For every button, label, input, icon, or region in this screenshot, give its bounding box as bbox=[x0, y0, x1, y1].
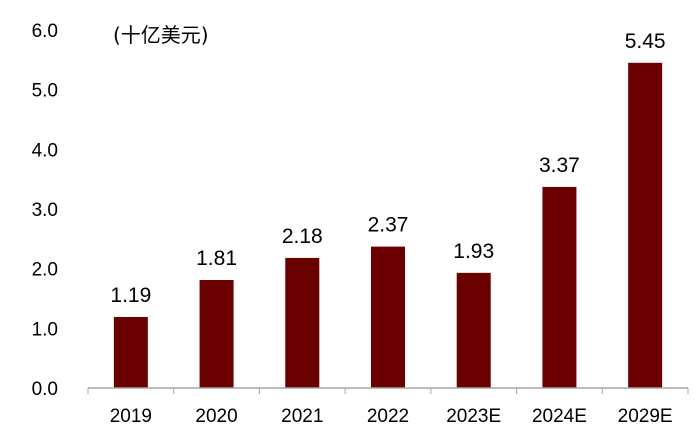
bar-2021 bbox=[285, 257, 320, 388]
unit-label: (十亿美元) bbox=[113, 23, 209, 47]
bar-2020 bbox=[199, 280, 234, 388]
bar-2029E bbox=[628, 62, 663, 389]
x-axis-ticks: 2019 2020 2021 2022 2023E 2024E 2029E bbox=[87, 388, 689, 427]
x-tick-label: 2020 bbox=[195, 406, 237, 427]
bar-2022 bbox=[371, 246, 405, 388]
x-tick-label: 2029E bbox=[618, 406, 673, 427]
y-tick-label: 1.0 bbox=[32, 319, 58, 340]
data-label: 2.37 bbox=[368, 214, 409, 237]
x-tick-label: 2024E bbox=[532, 406, 587, 427]
data-label: 1.93 bbox=[453, 240, 494, 263]
y-tick-label: 4.0 bbox=[32, 140, 58, 161]
data-label: 5.45 bbox=[625, 30, 666, 53]
y-tick-label: 0.0 bbox=[32, 379, 58, 400]
bar-2023E bbox=[456, 272, 491, 388]
y-tick-label: 5.0 bbox=[32, 81, 58, 102]
bar-2019 bbox=[113, 316, 148, 388]
y-tick-label: 3.0 bbox=[32, 200, 58, 221]
x-tick-label: 2023E bbox=[446, 406, 501, 427]
data-label: 3.37 bbox=[539, 154, 580, 177]
data-label: 1.19 bbox=[110, 284, 151, 307]
data-label: 2.18 bbox=[282, 225, 323, 248]
y-axis-ticks: 0.0 1.0 2.0 3.0 4.0 5.0 6.0 bbox=[32, 21, 58, 400]
y-tick-label: 2.0 bbox=[32, 260, 58, 281]
y-tick-label: 6.0 bbox=[32, 21, 58, 42]
bar-2024E bbox=[542, 186, 577, 388]
x-tick-label: 2019 bbox=[110, 406, 152, 427]
x-tick-label: 2021 bbox=[281, 406, 323, 427]
bars bbox=[113, 62, 663, 389]
data-labels: 1.19 1.81 2.18 2.37 1.93 3.37 5.45 bbox=[110, 30, 665, 307]
data-label: 1.81 bbox=[196, 247, 237, 270]
x-tick-label: 2022 bbox=[367, 406, 409, 427]
